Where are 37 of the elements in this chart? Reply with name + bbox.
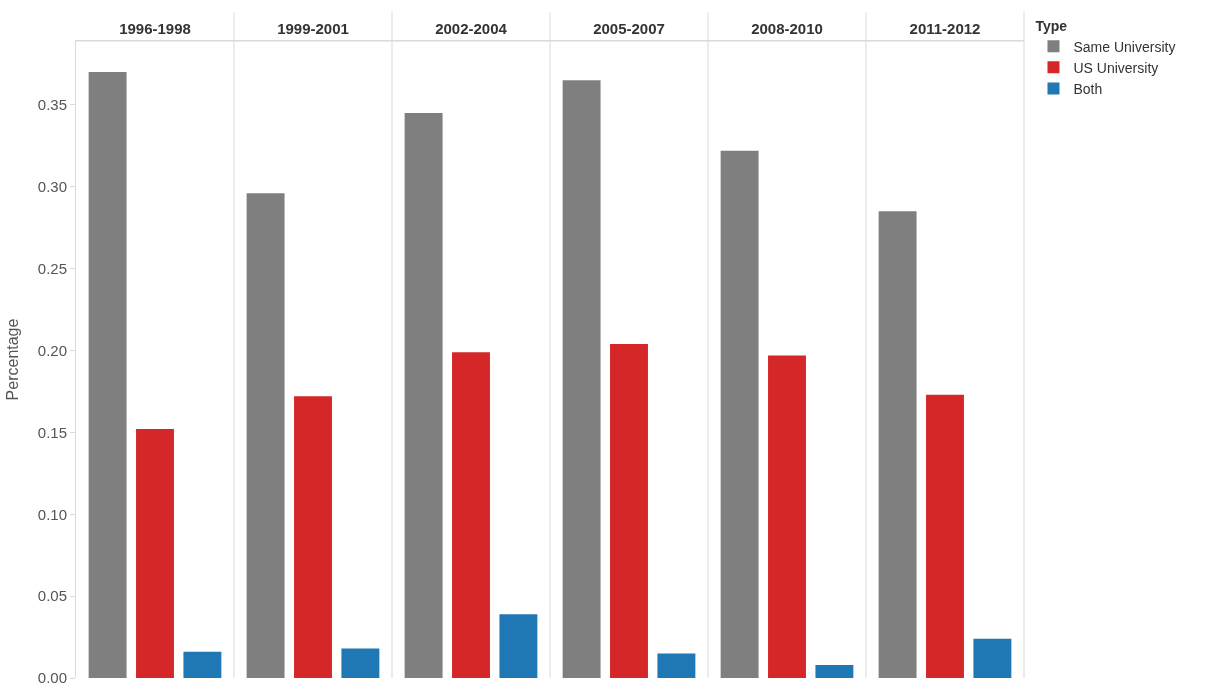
bar — [88, 72, 127, 678]
bar — [815, 664, 854, 678]
y-tick-label: 0.25 — [37, 259, 67, 277]
bar — [610, 343, 648, 678]
bar — [294, 396, 332, 678]
y-axis-title: Percentage — [3, 318, 21, 401]
legend-label: Same University — [1073, 38, 1176, 55]
bar — [657, 653, 696, 678]
bar — [878, 211, 917, 678]
x-tick-label: 2005-2007 — [593, 20, 665, 37]
x-tick-label: 2002-2004 — [435, 20, 508, 37]
x-tick-label: 1999-2001 — [277, 20, 349, 37]
legend-label: Both — [1073, 80, 1103, 97]
bar — [499, 614, 538, 678]
bar — [404, 113, 443, 678]
bar — [720, 150, 759, 678]
y-tick-label: 0.00 — [37, 669, 67, 687]
y-tick-label: 0.35 — [37, 96, 67, 114]
bar — [183, 651, 222, 678]
bar — [926, 394, 964, 678]
y-tick-label: 0.10 — [37, 505, 67, 523]
x-tick-label: 2011-2012 — [909, 20, 981, 37]
y-tick-label: 0.05 — [37, 587, 67, 605]
y-tick-label: 0.15 — [37, 423, 67, 441]
bar — [973, 638, 1012, 678]
bar — [341, 648, 380, 678]
y-tick-label: 0.20 — [37, 341, 67, 359]
legend-title: Type — [1035, 17, 1068, 34]
y-tick-label: 0.30 — [37, 177, 67, 195]
bar — [452, 352, 490, 678]
bar — [768, 355, 806, 678]
x-tick-label: 2008-2010 — [751, 20, 823, 37]
legend-label: US University — [1073, 59, 1159, 76]
bar — [136, 429, 174, 678]
bar — [562, 80, 601, 678]
bar — [246, 193, 285, 678]
x-tick-label: 1996-1998 — [119, 20, 191, 37]
